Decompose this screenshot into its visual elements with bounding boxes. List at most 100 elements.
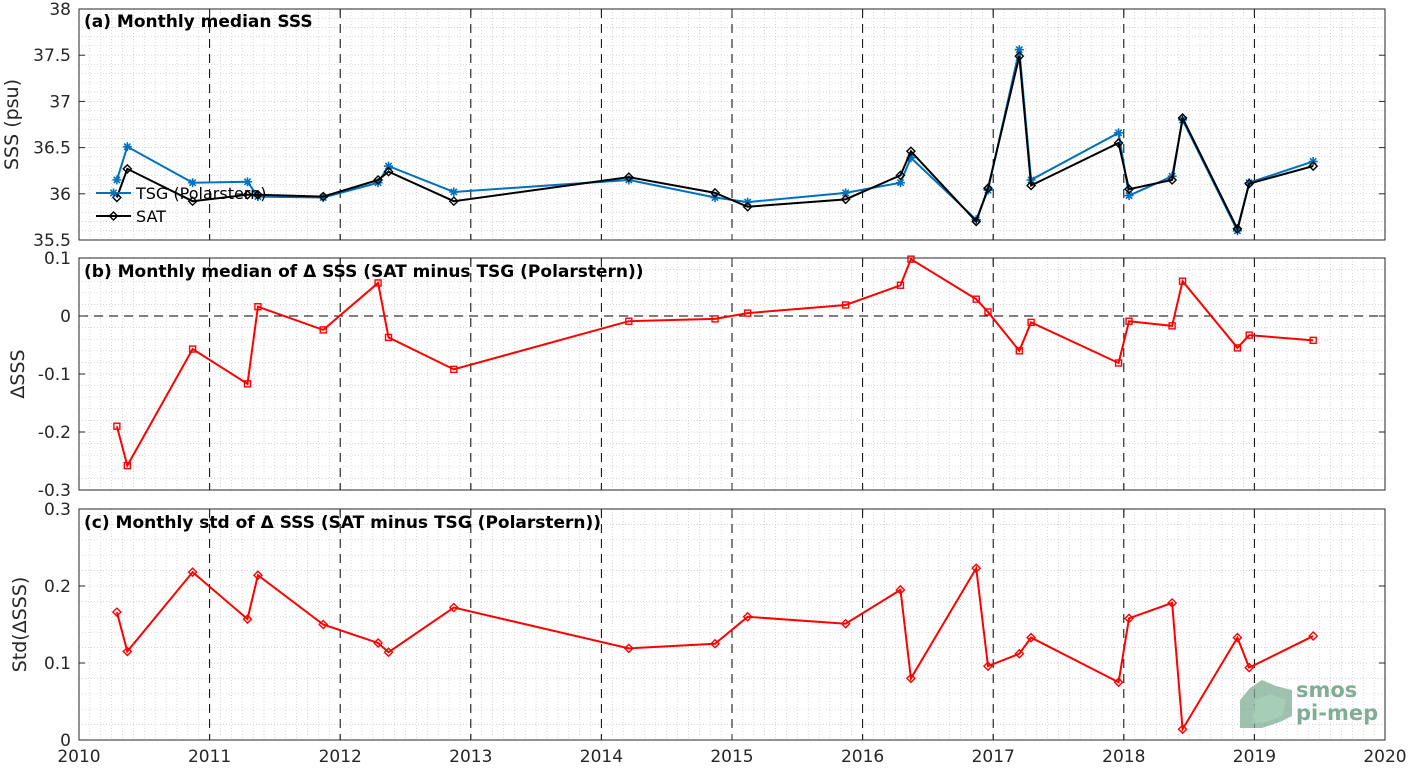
x-tick-label: 2010 xyxy=(57,747,100,767)
data-point xyxy=(1167,597,1178,608)
data-point xyxy=(122,646,133,657)
data-point xyxy=(242,614,253,625)
x-tick-label: 2015 xyxy=(710,747,753,767)
minor-grid xyxy=(79,509,1385,740)
y-tick-label: 36.5 xyxy=(33,139,71,159)
series-line xyxy=(115,257,1314,469)
data-point xyxy=(710,638,721,649)
y-tick-label: 0 xyxy=(60,307,71,327)
data-point xyxy=(242,189,253,200)
data-point xyxy=(1125,317,1133,325)
data-point xyxy=(625,317,633,325)
legend-label: SAT xyxy=(136,207,166,226)
data-point xyxy=(384,333,393,342)
data-point xyxy=(841,188,851,198)
data-point xyxy=(895,584,906,595)
data-point xyxy=(1114,128,1124,138)
data-point xyxy=(1026,632,1037,643)
data-point xyxy=(113,422,121,430)
y-tick-label: 35.5 xyxy=(33,231,71,251)
data-point xyxy=(972,295,980,303)
data-point xyxy=(1232,223,1243,234)
data-point xyxy=(111,607,122,618)
year-dashed-lines xyxy=(209,258,1255,490)
legend-marker xyxy=(109,188,118,198)
y-axis-label: ΔSSS xyxy=(7,349,29,398)
y-tick-label: 0.1 xyxy=(44,654,71,674)
y-tick-label: 37 xyxy=(49,92,71,112)
y-tick-label: 0 xyxy=(60,731,71,751)
series-delta xyxy=(113,255,1317,470)
data-point xyxy=(383,166,394,177)
data-point xyxy=(448,602,459,613)
legend-label: TSG (Polarstern) xyxy=(135,184,266,203)
data-point xyxy=(971,216,982,227)
data-point xyxy=(1113,677,1124,688)
logo-shape xyxy=(1252,694,1286,724)
data-point xyxy=(896,281,905,289)
x-tick-label: 2013 xyxy=(449,747,492,767)
data-point xyxy=(1014,51,1025,62)
data-point xyxy=(243,380,252,388)
panel-title: (a) Monthly median SSS xyxy=(84,12,313,32)
data-point xyxy=(318,619,329,630)
data-point xyxy=(742,611,753,622)
y-tick-label: 0.3 xyxy=(44,500,71,520)
series-line xyxy=(115,565,1314,733)
x-tick-label: 2019 xyxy=(1233,747,1276,767)
data-point xyxy=(1014,648,1025,659)
data-point xyxy=(188,345,197,353)
legend-marker xyxy=(108,211,119,221)
data-point xyxy=(1232,632,1243,643)
data-point xyxy=(1113,137,1124,148)
logo-text-pi-mep: pi-mep xyxy=(1296,701,1378,725)
year-dashed-lines xyxy=(209,9,1255,240)
data-point xyxy=(188,178,198,188)
y-axis-label: Std(ΔSSS) xyxy=(9,577,31,673)
data-point xyxy=(122,163,133,174)
data-point xyxy=(384,161,394,171)
logo-text-smos: smos xyxy=(1296,678,1357,702)
panel-title: (c) Monthly std of Δ SSS (SAT minus TSG … xyxy=(84,513,601,533)
data-point xyxy=(1308,631,1319,642)
data-point xyxy=(374,279,382,287)
y-tick-label: 37.5 xyxy=(33,46,71,66)
data-point xyxy=(742,201,753,212)
data-point xyxy=(1124,184,1135,195)
data-point xyxy=(242,177,252,187)
data-point xyxy=(450,365,458,374)
data-point xyxy=(1015,347,1024,355)
data-point xyxy=(905,673,916,684)
panel-b: -0.3 -0.2 -0.1 0 0.1 ΔSSS (b) Monthly median o… xyxy=(7,249,1386,501)
year-dashed-lines xyxy=(209,509,1255,740)
data-point xyxy=(187,196,198,207)
series-line xyxy=(115,55,1314,232)
data-point xyxy=(1114,359,1123,367)
x-tick-label: 2020 xyxy=(1363,747,1406,767)
data-point xyxy=(373,637,384,648)
data-point xyxy=(895,170,906,181)
data-point xyxy=(982,661,993,672)
x-tick-label: 2016 xyxy=(841,747,884,767)
data-point xyxy=(971,563,982,574)
data-point xyxy=(373,174,384,185)
y-axis-label: SSS (psu) xyxy=(1,79,23,170)
data-point xyxy=(907,255,915,263)
data-point xyxy=(623,172,634,183)
minor-grid xyxy=(79,9,1385,240)
data-point xyxy=(623,643,634,654)
data-point xyxy=(187,567,198,578)
data-point xyxy=(840,194,851,205)
data-point xyxy=(383,647,394,658)
y-tick-label: -0.3 xyxy=(38,481,71,501)
data-point xyxy=(123,461,132,470)
data-point xyxy=(122,142,132,152)
data-point xyxy=(319,326,327,334)
x-tick-label: 2017 xyxy=(972,747,1015,767)
data-point xyxy=(1177,724,1188,735)
y-tick-label: 38 xyxy=(49,0,71,20)
data-point xyxy=(905,146,916,157)
y-tick-label: -0.1 xyxy=(38,365,71,385)
